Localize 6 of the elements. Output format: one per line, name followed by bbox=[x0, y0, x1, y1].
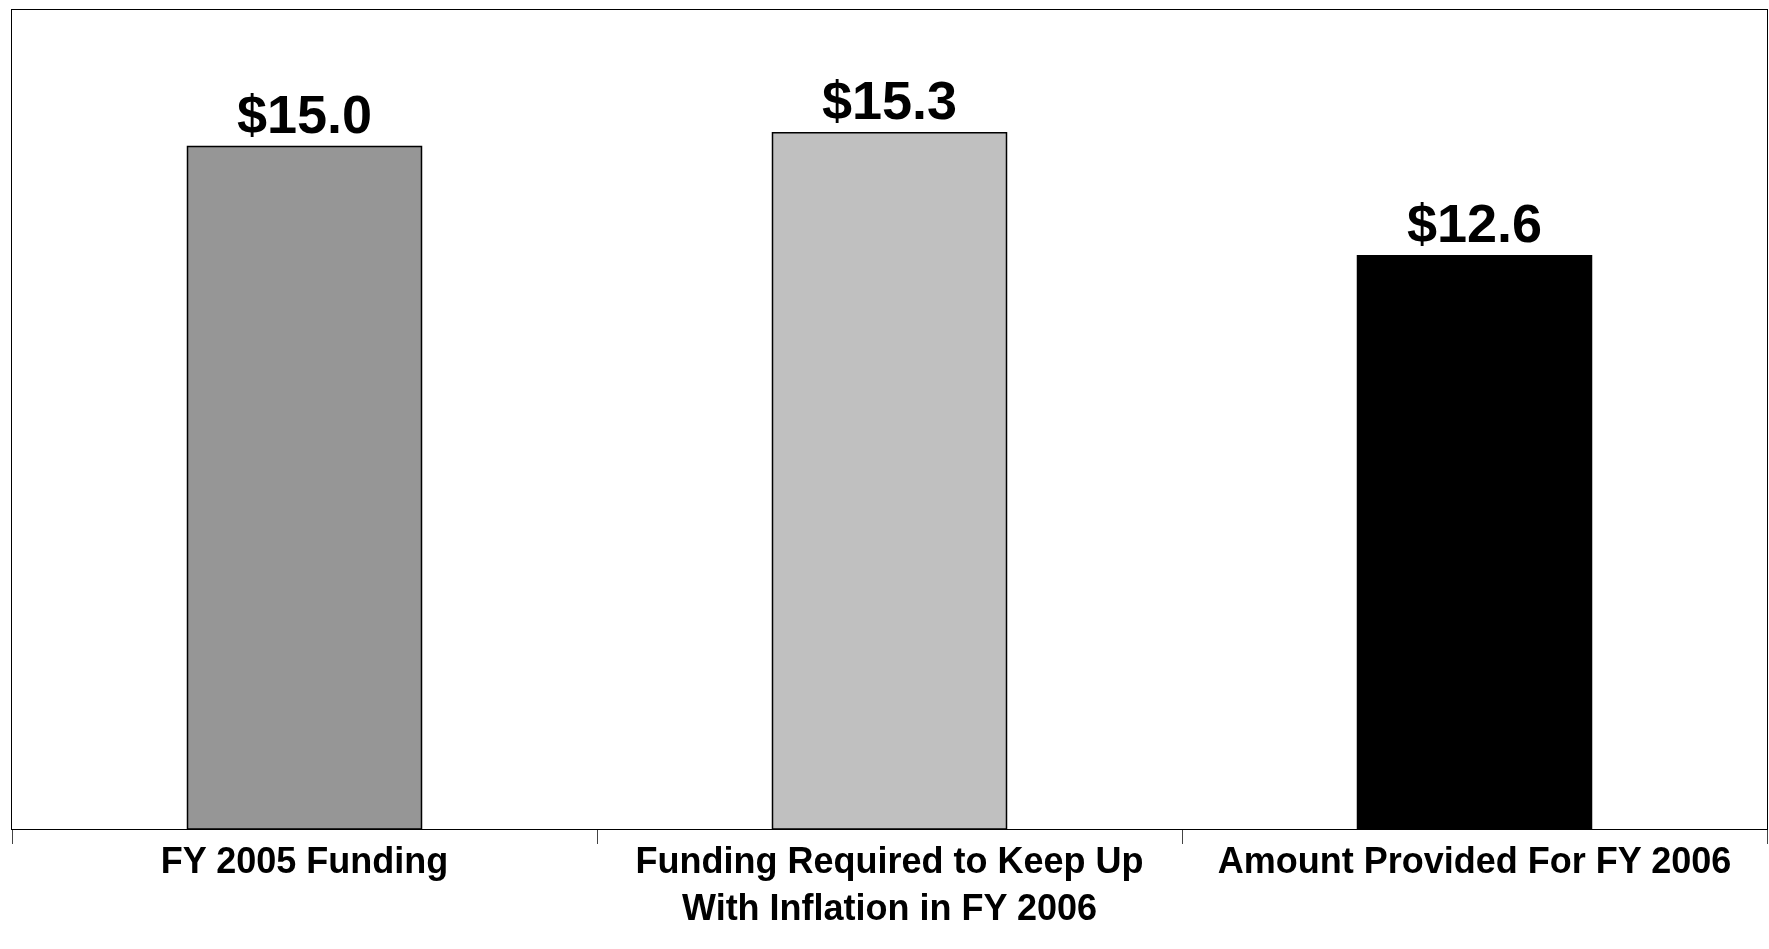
x-tick-label: Amount Provided For FY 2006 bbox=[1217, 840, 1732, 882]
data-label: $15.3 bbox=[821, 69, 958, 130]
data-label: $12.6 bbox=[1406, 192, 1543, 253]
x-tick-label: Funding Required to Keep Up With Inflation in FY 2006 bbox=[635, 840, 1144, 928]
x-tick-label: FY 2005 Funding bbox=[160, 840, 449, 882]
data-label: $15.0 bbox=[236, 83, 373, 144]
